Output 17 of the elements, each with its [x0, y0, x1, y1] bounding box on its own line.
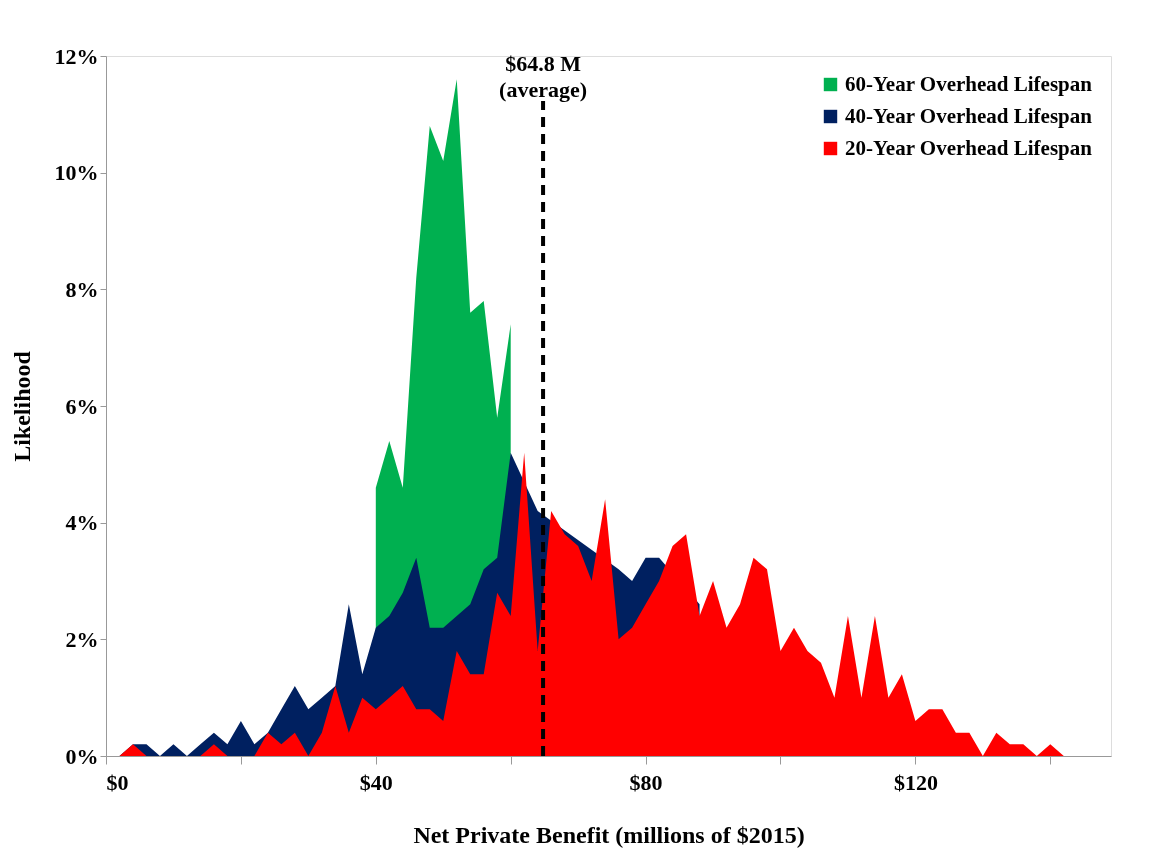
x-tick-label: $0: [106, 769, 129, 795]
legend-label: 40-Year Overhead Lifespan: [845, 103, 1093, 128]
y-tick-label: 8%: [65, 276, 99, 302]
legend-label: 60-Year Overhead Lifespan: [845, 71, 1093, 96]
x-tick-label: $80: [629, 769, 663, 795]
legend-label: 20-Year Overhead Lifespan: [845, 135, 1093, 160]
y-tick-label: 4%: [65, 510, 99, 536]
ref-line-label: $64.8 M (average): [499, 51, 588, 102]
x-axis-title: Net Private Benefit (millions of $2015): [413, 821, 805, 848]
y-tick-label: 2%: [65, 626, 99, 652]
x-tick-label: $40: [359, 769, 393, 795]
y-tick-label: 10%: [54, 160, 99, 186]
y-tick-label: 12%: [54, 43, 99, 69]
y-axis-title: Likelihood: [8, 350, 35, 462]
y-tick-label: 0%: [65, 743, 99, 769]
x-tick-label: $120: [893, 769, 938, 795]
y-tick-label: 6%: [65, 393, 99, 419]
